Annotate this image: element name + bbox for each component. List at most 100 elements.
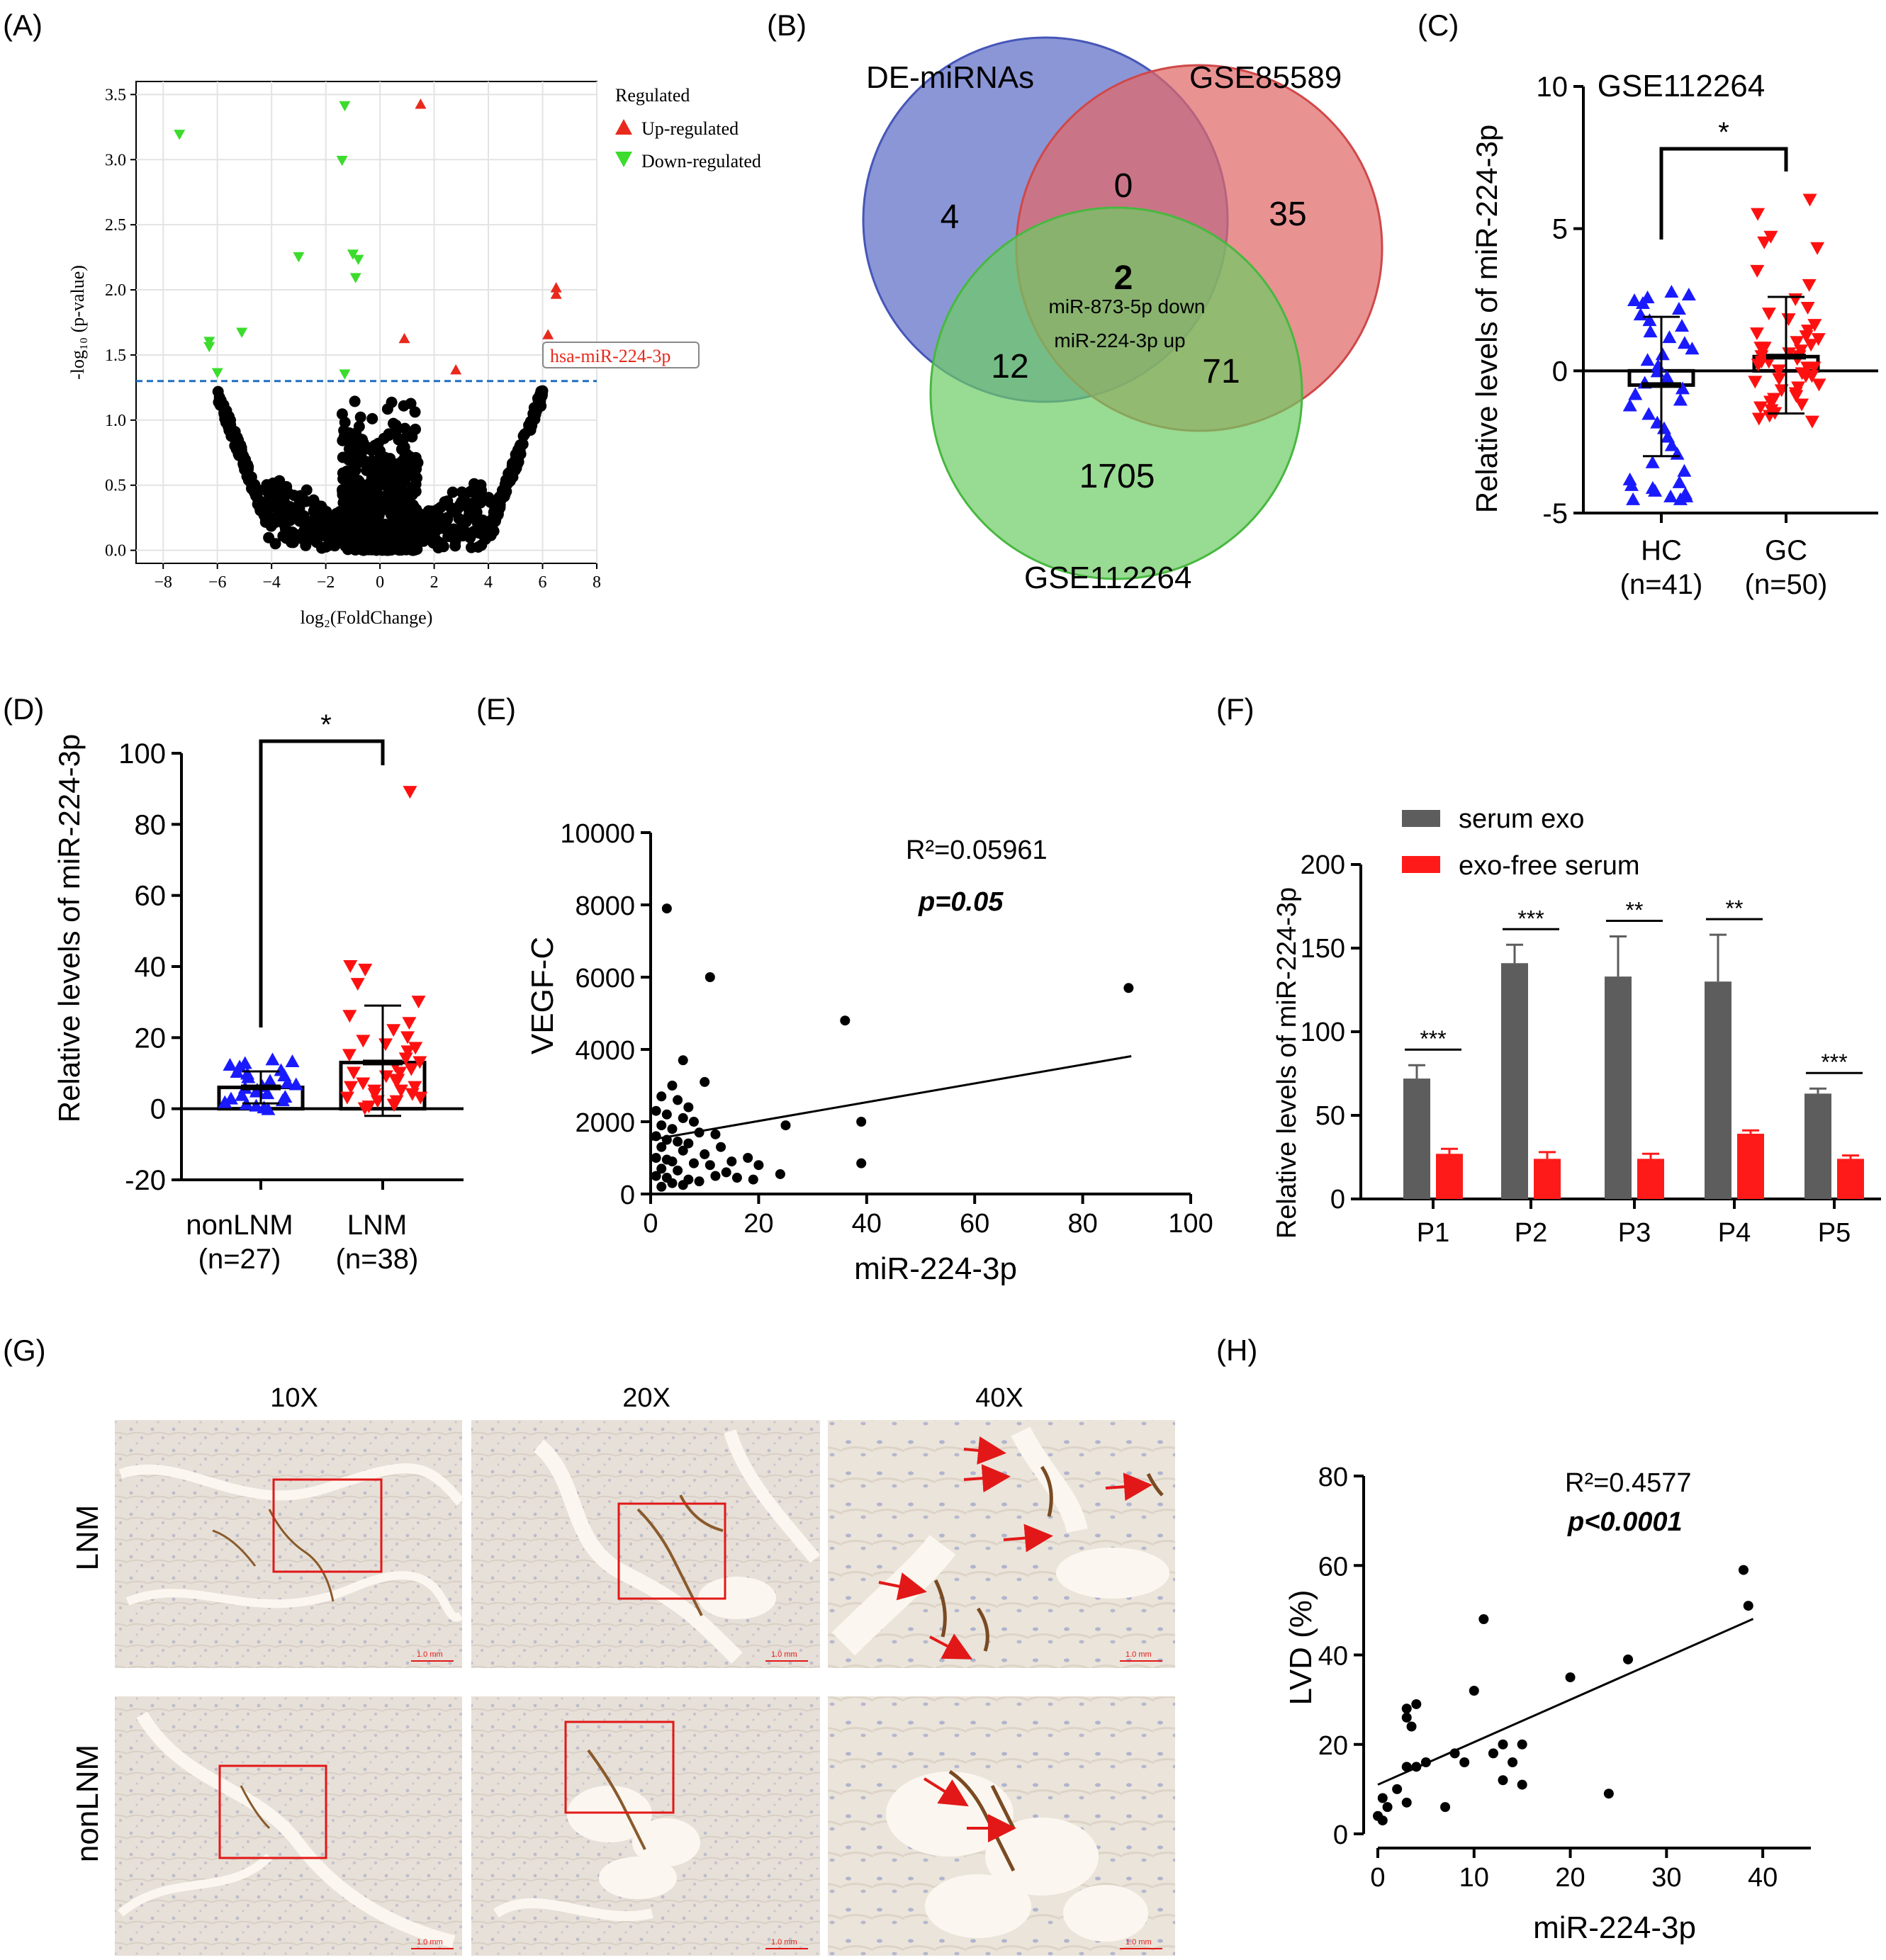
panel-f-legend-exo: serum exo [1459,804,1584,834]
panel-a-ylabel: -log₁₀ (p-value) [67,265,88,380]
red-arrow-icon [878,1572,927,1601]
data-point [1781,313,1796,327]
panel-g-row-nonlnm: nonLNM [70,1745,105,1862]
data-point [405,1088,420,1101]
panel-a-xlabel: log₂(FoldChange) [301,607,433,628]
ns-point [259,503,271,515]
data-point [1804,339,1819,352]
ns-point [286,536,298,548]
ns-point [352,519,364,531]
tick-label-x: 40 [852,1209,882,1239]
tick-label-y: 1.0 [105,412,126,430]
data-point [1738,1565,1749,1575]
panel-e-p: p=0.05 [918,887,1004,917]
data-point [705,1160,715,1171]
micrograph-lnm-20x: 1.0 mm [471,1420,821,1668]
ns-point [383,483,395,495]
significance-stars: *** [1517,906,1544,931]
legend-up-triangle-icon [615,119,632,135]
ns-point [460,496,472,508]
ns-point [460,516,472,528]
data-point [285,1054,300,1067]
data-point [661,1134,672,1145]
ns-point [338,424,350,437]
data-point [1664,284,1679,298]
data-point [1622,398,1637,412]
data-point [688,1117,699,1127]
down-point [349,273,361,283]
ns-point [464,531,476,543]
venn-set-b-label: GSE85589 [1189,60,1342,95]
panel-a-annotation-box [542,342,700,368]
panel-a-legend-up: Up-regulated [641,118,739,139]
data-point [1804,415,1819,429]
ns-point [286,507,298,519]
panel-c-points [1622,193,1826,505]
data-point [673,1165,683,1176]
ns-point [409,406,421,418]
ns-point [331,519,343,531]
micrograph-nonlnm-40x: 1.0 mm [828,1696,1175,1956]
data-point [343,1081,358,1094]
panel-e-fit-line [650,1055,1132,1141]
data-point [1635,296,1650,310]
micrograph-lnm-10x: 1.0 mm [115,1420,465,1668]
data-point [743,1153,753,1163]
panel-c: (C) GSE112264 -5 0 5 10 * Relative levels o… [1418,9,1878,600]
bar [1705,981,1731,1199]
tick-label-x: 10 [1459,1863,1489,1893]
ns-point [393,498,405,510]
significance-stars: ** [1726,896,1744,921]
tick-label-y: 4000 [575,1036,635,1066]
data-point [408,1042,423,1055]
data-point [342,1010,357,1023]
panel-f-ylabel: Relative levels of miR-224-3p [1272,887,1302,1239]
ns-point [386,538,398,550]
panel-h: (H) 0 20 40 60 80 0 10 20 30 40 R²=0.4577 p<0.000… [1216,1334,1811,1945]
data-point [1751,412,1766,426]
panel-h-r2: R²=0.4577 [1565,1468,1692,1498]
ns-point [300,495,312,507]
tick-label-x: 30 [1651,1863,1681,1893]
data-point [694,1176,705,1187]
data-point [656,1181,667,1192]
ns-point [298,510,310,522]
ns-point [339,540,352,552]
venn-region-ab: 0 [1114,167,1133,205]
down-point [203,337,215,347]
panel-d-cat-nonlnm: nonLNM [186,1210,293,1241]
data-point [667,1081,678,1091]
ns-point [357,484,369,496]
data-point [840,1015,851,1026]
data-point [1645,455,1660,468]
data-point [700,1149,710,1159]
data-point [678,1145,688,1156]
data-point [1627,293,1641,306]
mean-marker [1766,354,1806,360]
data-point [673,1095,683,1105]
ns-point [386,396,398,408]
tick-label-x: 20 [743,1209,773,1239]
panel-c-significance: * [1718,117,1729,148]
tick-label-y: 1.5 [105,347,126,365]
data-point [651,1153,661,1163]
data-point [1811,333,1826,347]
panel-c-significance-bracket [1659,147,1788,240]
data-point [1640,353,1655,366]
panel-c-n-hc: (n=41) [1620,569,1703,600]
data-point [1517,1779,1527,1790]
panel-d-error-bars [241,1004,403,1117]
up-point [450,364,462,375]
tick-label-y: 0 [1552,356,1568,387]
data-point [1643,325,1658,338]
venn-region-ac: 12 [991,348,1028,385]
data-point [678,1113,688,1123]
data-point [1672,475,1687,488]
data-point [1406,1721,1417,1732]
venn-set-c-label: GSE112264 [1024,561,1191,595]
data-point [1761,308,1776,321]
zoom-box-icon [617,1502,726,1600]
ns-point [230,439,242,451]
panel-c-ylabel: Relative levels of miR-224-3p [1470,125,1503,514]
